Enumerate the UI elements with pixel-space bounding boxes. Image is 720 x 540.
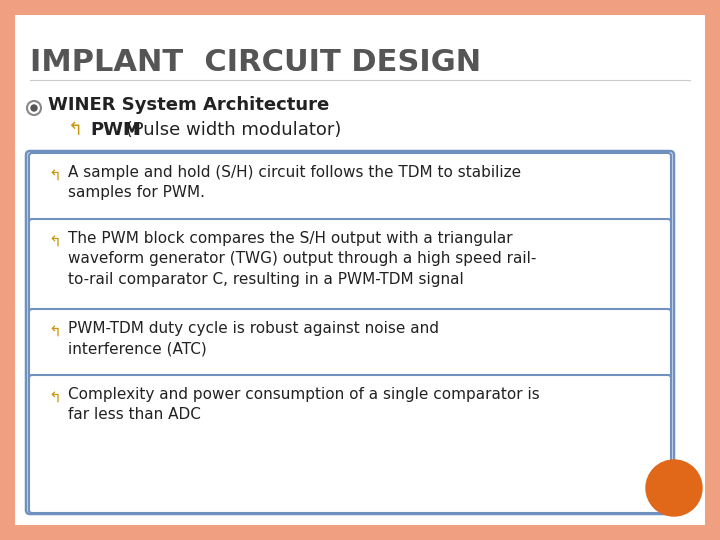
Text: Complexity and power consumption of a single comparator is
far less than ADC: Complexity and power consumption of a si… <box>68 387 540 422</box>
Text: ↰: ↰ <box>48 391 60 406</box>
Text: ↰: ↰ <box>68 121 83 139</box>
Text: PWM-TDM duty cycle is robust against noise and
interference (ATC): PWM-TDM duty cycle is robust against noi… <box>68 321 439 356</box>
FancyBboxPatch shape <box>29 219 671 314</box>
Text: IMPLANT  CIRCUIT DESIGN: IMPLANT CIRCUIT DESIGN <box>30 48 481 77</box>
FancyBboxPatch shape <box>29 375 671 513</box>
FancyBboxPatch shape <box>29 309 671 380</box>
Text: WINER System Architecture: WINER System Architecture <box>48 96 329 114</box>
FancyBboxPatch shape <box>26 151 674 514</box>
Text: A sample and hold (S/H) circuit follows the TDM to stabilize
samples for PWM.: A sample and hold (S/H) circuit follows … <box>68 165 521 200</box>
Text: The PWM block compares the S/H output with a triangular
waveform generator (TWG): The PWM block compares the S/H output wi… <box>68 231 536 287</box>
Circle shape <box>646 460 702 516</box>
Text: (Pulse width modulator): (Pulse width modulator) <box>120 121 341 139</box>
Text: PWM: PWM <box>90 121 141 139</box>
Circle shape <box>31 105 37 111</box>
Text: ↰: ↰ <box>48 235 60 250</box>
Text: ↰: ↰ <box>48 169 60 184</box>
Text: ↰: ↰ <box>48 325 60 340</box>
FancyBboxPatch shape <box>29 153 671 224</box>
